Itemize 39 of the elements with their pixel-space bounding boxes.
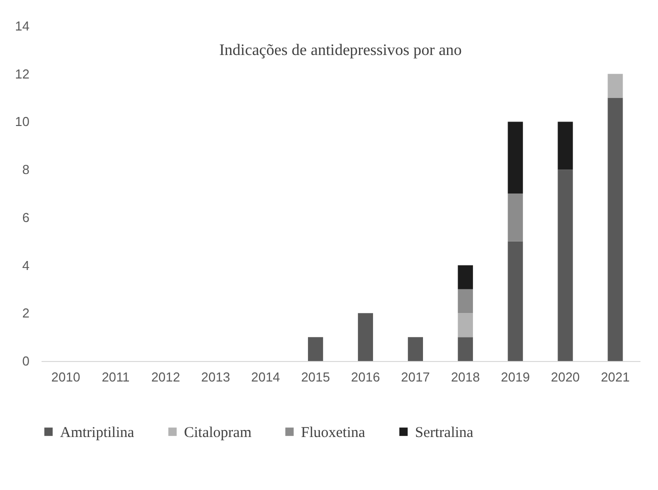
x-tick-label: 2020 [550,370,580,384]
legend-label: Sertralina [415,424,474,441]
legend-label: Fluoxetina [301,424,366,441]
y-tick-label: 2 [22,306,30,321]
y-tick-label: 4 [22,258,30,273]
y-tick-label: 8 [22,162,30,178]
bar [558,122,573,170]
y-tick-label: 14 [15,18,30,34]
bar [558,170,573,361]
y-tick-label: 6 [22,210,30,225]
legend-label: Citalopram [184,424,252,441]
x-tick-label: 2011 [102,370,130,384]
x-tick-label: 2010 [51,370,80,384]
x-tick-label: 2014 [251,370,280,384]
text: Indicações de antidepressivos por ano [219,42,462,59]
legend-label: Amtriptilina [60,424,134,441]
bar [608,98,623,361]
x-tick-label: 2017 [400,370,430,384]
bar [358,313,374,361]
bar [608,74,623,98]
bar [308,337,324,361]
x-tick-label: 2019 [500,370,530,384]
bar [458,289,473,314]
x-tick-label: 2015 [301,370,330,384]
x-tick-label: 2013 [201,370,230,384]
x-tick-label: 2016 [351,370,380,384]
bar [458,337,473,361]
bar [408,337,423,361]
y-tick-label: 0 [22,354,30,368]
bar [458,265,473,290]
x-tick-label: 2021 [600,370,630,384]
bar [508,241,523,361]
y-tick-label: 10 [15,114,30,130]
bar [508,122,523,194]
bar [458,313,473,338]
x-tick-label: 2018 [450,370,480,384]
y-tick-label: 12 [15,66,30,82]
bar [508,194,523,242]
x-tick-label: 2012 [151,370,180,384]
